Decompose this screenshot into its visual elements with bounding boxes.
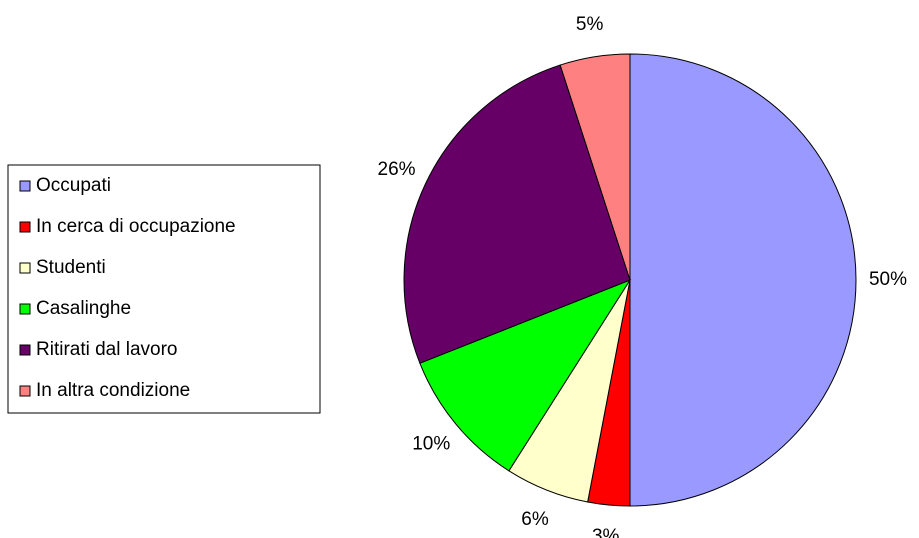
data-label: 50% — [869, 269, 907, 290]
legend-label: In altra condizione — [36, 380, 190, 401]
data-label: 6% — [521, 509, 549, 530]
legend-swatch — [19, 303, 31, 315]
data-label: 26% — [378, 159, 416, 180]
legend-swatch — [19, 180, 31, 192]
legend-swatch — [19, 221, 31, 233]
data-label: 5% — [576, 14, 604, 35]
legend-swatch — [19, 344, 31, 356]
legend-label: Occupati — [36, 175, 111, 196]
legend-box — [7, 164, 321, 414]
legend-swatch — [19, 385, 31, 397]
pie-slice — [629, 53, 857, 507]
legend-swatch — [19, 262, 31, 274]
legend-label: Studenti — [36, 257, 106, 278]
pie-slice — [403, 64, 631, 364]
pie-slice — [559, 53, 631, 281]
data-label: 3% — [592, 526, 620, 538]
legend-label: In cerca di occupazione — [36, 216, 236, 237]
pie-slice — [419, 278, 632, 472]
legend-label: Ritirati dal lavoro — [36, 339, 178, 360]
legend-label: Casalinghe — [36, 298, 131, 319]
data-label: 10% — [412, 433, 450, 454]
